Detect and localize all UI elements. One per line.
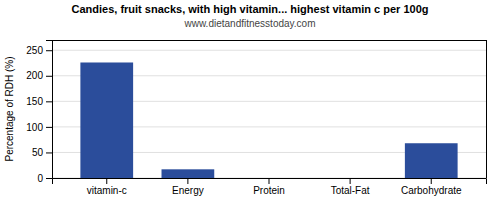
y-tick-label: 50: [32, 147, 44, 158]
bar: [162, 169, 215, 178]
grid-line: [52, 50, 486, 51]
frame-top: [52, 40, 486, 41]
y-tick-label: 250: [26, 45, 43, 56]
x-tick: Carbohydrate: [401, 178, 462, 196]
y-tick: 100: [26, 122, 52, 133]
x-tick-mark: [187, 178, 188, 184]
y-axis: 0 50 100 150 200 250: [26, 41, 52, 184]
x-axis-line: [53, 179, 487, 185]
y-tick: 150: [26, 96, 52, 107]
x-tick-mark: [350, 178, 351, 184]
x-tick: vitamin-c: [87, 178, 127, 196]
y-tick-label: 0: [37, 173, 43, 184]
y-tick-mark: [46, 152, 52, 153]
title: Candies, fruit snacks, with high vitamin…: [72, 3, 429, 15]
y-tick-mark: [46, 76, 52, 77]
y-tick: 50: [32, 147, 52, 158]
plot: vitamin-c Energy Protein Total-Fat Carbohydr…: [26, 40, 486, 196]
x-tick-label: Carbohydrate: [401, 185, 462, 196]
x-tick-label: Energy: [172, 185, 204, 196]
x-tick: Energy: [172, 178, 204, 196]
y-axis-line: [46, 41, 53, 179]
y-tick-mark: [46, 101, 52, 102]
y-tick-label: 150: [26, 96, 43, 107]
x-tick-label: Total-Fat: [331, 185, 370, 196]
subtitle: www.dietandfitnesstoday.com: [184, 18, 316, 29]
bars: [80, 62, 457, 178]
x-axis: vitamin-c Energy Protein Total-Fat Carbohydr…: [53, 178, 487, 196]
y-tick: 200: [26, 70, 52, 81]
bar: [80, 62, 133, 178]
chart-container: Candies, fruit snacks, with high vitamin…: [0, 0, 500, 200]
x-tick-mark: [106, 178, 107, 184]
x-tick-mark: [269, 178, 270, 184]
bar: [243, 178, 296, 179]
y-tick-label: 100: [26, 122, 43, 133]
x-tick: Protein: [253, 178, 285, 196]
y-tick-mark: [46, 127, 52, 128]
x-tick: Total-Fat: [331, 178, 370, 196]
x-tick-label: Protein: [253, 185, 285, 196]
y-tick: 250: [26, 45, 52, 56]
y-tick-mark: [46, 178, 52, 179]
grid: [52, 50, 486, 178]
bar: [324, 178, 377, 179]
y-axis-title: Percentage of RDH (%): [4, 56, 15, 161]
y-tick-label: 200: [26, 70, 43, 81]
frame-right: [486, 40, 487, 178]
y-tick-mark: [46, 50, 52, 51]
x-tick-label: vitamin-c: [87, 185, 127, 196]
y-tick: 0: [37, 173, 52, 184]
bar: [405, 143, 458, 178]
x-tick-mark: [431, 178, 432, 184]
chart-svg: Candies, fruit snacks, with high vitamin…: [0, 0, 500, 200]
